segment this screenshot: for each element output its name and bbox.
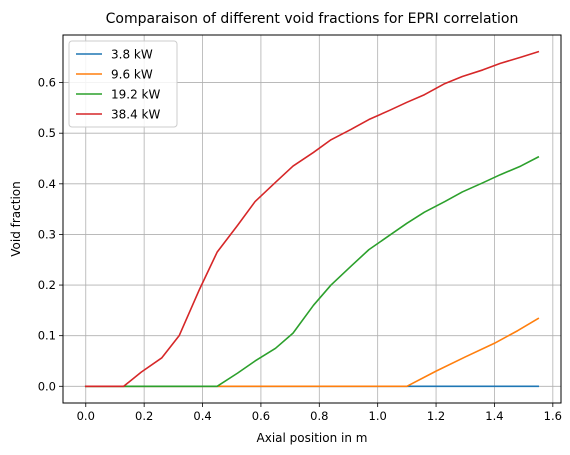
legend-label: 9.6 kW bbox=[111, 68, 153, 82]
legend: 3.8 kW 9.6 kW 19.2 kW 38.4 kW bbox=[69, 41, 177, 127]
legend-label: 19.2 kW bbox=[111, 88, 160, 102]
legend-label: 38.4 kW bbox=[111, 108, 160, 122]
x-tick-label: 1.4 bbox=[485, 409, 503, 423]
x-tick-label: 0.4 bbox=[193, 409, 211, 423]
y-tick-label: 0.2 bbox=[38, 278, 56, 292]
legend-label: 3.8 kW bbox=[111, 48, 153, 62]
y-tick-label: 0.0 bbox=[38, 379, 56, 393]
y-tick-label: 0.4 bbox=[38, 177, 56, 191]
chart-title: Comparaison of different void fractions … bbox=[106, 11, 519, 27]
y-tick-label: 0.6 bbox=[38, 76, 56, 90]
y-axis-label: Void fraction bbox=[9, 181, 23, 256]
x-tick-label: 1.0 bbox=[369, 409, 387, 423]
x-tick-label: 0.2 bbox=[135, 409, 153, 423]
x-axis-label: Axial position in m bbox=[257, 431, 368, 445]
x-tick-label: 0.0 bbox=[77, 409, 95, 423]
x-tick-label: 1.2 bbox=[427, 409, 445, 423]
x-tick-label: 1.6 bbox=[544, 409, 562, 423]
x-tick-label: 0.8 bbox=[310, 409, 328, 423]
y-tick-label: 0.5 bbox=[38, 126, 56, 140]
y-tick-label: 0.3 bbox=[38, 227, 56, 241]
x-tick-label: 0.6 bbox=[252, 409, 270, 423]
y-tick-label: 0.1 bbox=[38, 329, 56, 343]
